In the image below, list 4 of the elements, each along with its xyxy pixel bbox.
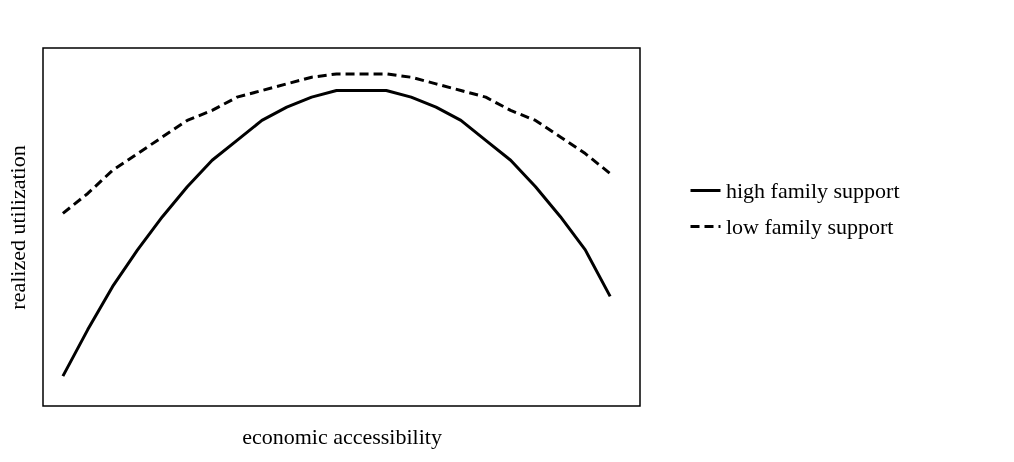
y-axis-title: realized utilization — [4, 145, 30, 310]
legend-label: low family support — [726, 213, 894, 239]
legend-label: high family support — [726, 177, 900, 203]
x-axis-title: economic accessibility — [242, 423, 442, 449]
